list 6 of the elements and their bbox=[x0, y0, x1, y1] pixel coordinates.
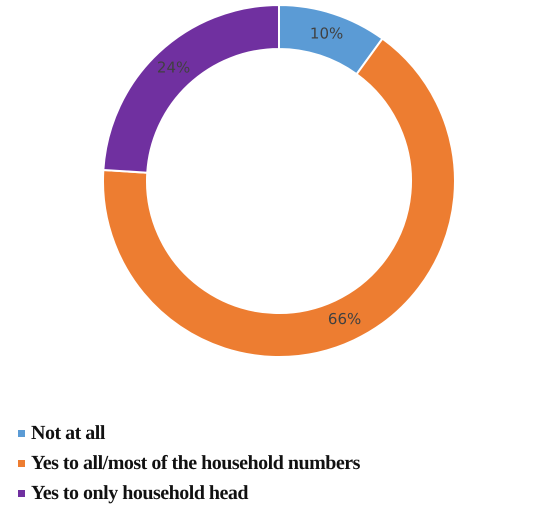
data-label: 24% bbox=[156, 58, 190, 77]
legend-label: Yes to only household head bbox=[31, 482, 248, 504]
legend-label: Not at all bbox=[31, 422, 105, 444]
data-label: 10% bbox=[310, 24, 344, 42]
data-label: 66% bbox=[328, 310, 362, 328]
legend-label: Yes to all/most of the household numbers bbox=[31, 452, 360, 474]
